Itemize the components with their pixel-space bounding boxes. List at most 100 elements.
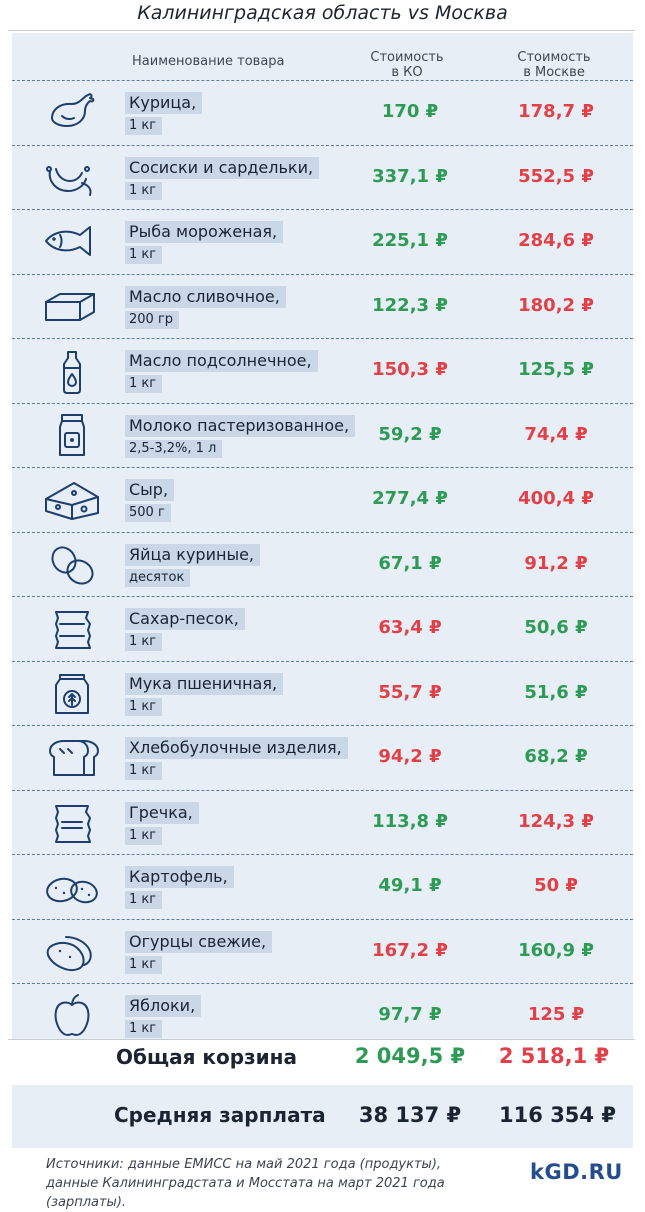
price-ko: 225,1 ₽ [372,230,448,251]
flour-bag-icon [40,669,104,717]
item-name: Хлебобулочные изделия, [125,737,348,759]
salary-panel [12,1085,633,1148]
bread-icon [40,733,104,781]
average-salary-label: Средняя зарплата [114,1103,326,1127]
table-row: Картофель, 1 кг 49,1 ₽ 50 ₽ [0,854,645,919]
brand-logo[interactable]: kGD.RU [530,1160,623,1184]
table-row: Гречка, 1 кг 113,8 ₽ 124,3 ₽ [0,789,645,855]
item-name: Молоко пастеризованное, [125,414,356,437]
sources-line2: данные Калининградстата и Мосстата на ма… [46,1176,445,1210]
item-name: Рыба мороженая, [125,221,284,243]
buckwheat-bag-icon [40,798,104,846]
price-moscow: 68,2 ₽ [524,746,588,767]
column-header-ko: Стоимость в КО [368,50,446,80]
price-moscow: 51,6 ₽ [524,681,588,703]
table-row: Яйца куриные, десяток 67,1 ₽ 91,2 ₽ [0,531,645,597]
price-moscow: 125 ₽ [527,1004,585,1025]
chicken-icon [40,88,104,136]
item-label: Сыр, 500 г [125,479,175,522]
table-row: Масло сливочное, 200 гр 122,3 ₽ 180,2 ₽ [0,273,645,339]
column-header-ko-line2: в КО [391,65,423,80]
price-moscow: 284,6 ₽ [518,230,594,251]
item-label: Молоко пастеризованное, 2,5-3,2%, 1 л [125,414,356,458]
item-unit: 1 кг [125,955,163,974]
title-divider [8,30,635,31]
sugar-bag-icon [40,604,104,652]
price-ko: 59,2 ₽ [378,423,442,445]
price-moscow: 400,4 ₽ [518,488,594,509]
item-name: Картофель, [125,866,234,888]
price-ko: 337,1 ₽ [372,165,448,187]
item-label: Сосиски и сардельки, 1 кг [125,156,320,200]
price-moscow: 125,5 ₽ [518,359,594,380]
item-name: Огурцы свежие, [125,930,273,953]
apple-icon [40,991,104,1039]
item-unit: 2,5-3,2%, 1 л [125,439,223,458]
item-name: Сахар-песок, [125,608,245,630]
item-name: Сосиски и сардельки, [125,156,320,179]
item-unit: 1 кг [125,891,163,909]
price-moscow: 74,4 ₽ [524,423,588,445]
table-row: Масло подсолнечное, 1 кг 150,3 ₽ 125,5 ₽ [0,338,645,403]
item-label: Масло подсолнечное, 1 кг [125,350,318,393]
item-unit: десяток [125,568,191,587]
price-ko: 94,2 ₽ [378,746,442,767]
item-label: Яблоки, 1 кг [125,995,202,1038]
item-name: Сыр, [125,479,175,501]
price-ko: 63,4 ₽ [378,617,442,638]
item-unit: 1 кг [125,697,163,716]
item-unit: 200 гр [125,310,180,329]
column-header-moscow-line1: Стоимость [517,50,591,65]
item-label: Мука пшеничная, 1 кг [125,672,284,716]
cucumber-icon [40,927,104,975]
item-label: Гречка, 1 кг [125,801,199,845]
total-basket-moscow: 2 518,1 ₽ [498,1044,610,1068]
item-unit: 1 кг [125,246,163,264]
table-row: Курица, 1 кг 170 ₽ 178,7 ₽ [0,80,645,145]
sources-line1: Источники: данные ЕМИСС на май 2021 года… [46,1157,442,1172]
table-row: Мука пшеничная, 1 кг 55,7 ₽ 51,6 ₽ [0,660,645,726]
column-header-moscow: Стоимость в Москве [514,50,594,80]
item-name: Гречка, [125,801,199,824]
table-row: Молоко пастеризованное, 2,5-3,2%, 1 л 59… [0,402,645,468]
column-header-ko-line1: Стоимость [370,50,444,65]
price-ko: 113,8 ₽ [372,810,448,832]
average-salary-ko: 38 137 ₽ [358,1103,462,1127]
item-unit: 500 г [125,504,171,522]
item-name: Масло сливочное, [125,285,286,308]
price-ko: 49,1 ₽ [378,875,442,896]
total-basket-ko: 2 049,5 ₽ [354,1044,466,1068]
item-unit: 1 кг [125,1020,163,1038]
potato-icon [40,862,104,910]
item-name: Масло подсолнечное, [125,350,318,372]
price-ko: 67,1 ₽ [378,552,442,574]
item-name: Яйца куриные, [125,543,261,566]
price-moscow: 50,6 ₽ [524,617,588,638]
sausage-icon [40,153,104,201]
sources-note: Источники: данные ЕМИСС на май 2021 года… [46,1155,516,1212]
price-moscow: 91,2 ₽ [524,552,588,574]
column-header-moscow-line2: в Москве [523,65,585,80]
price-moscow: 180,2 ₽ [518,294,594,316]
item-label: Масло сливочное, 200 гр [125,285,286,329]
table-row: Яблоки, 1 кг 97,7 ₽ 125 ₽ [0,983,645,1048]
fish-icon [40,217,104,265]
price-ko: 277,4 ₽ [372,488,448,509]
item-name: Курица, [125,92,203,114]
item-label: Сахар-песок, 1 кг [125,608,245,651]
butter-icon [40,282,104,330]
price-rows: Курица, 1 кг 170 ₽ 178,7 ₽ Сосиски и сар… [0,80,645,1048]
table-row: Огурцы свежие, 1 кг 167,2 ₽ 160,9 ₽ [0,918,645,984]
table-row: Сахар-песок, 1 кг 63,4 ₽ 50,6 ₽ [0,596,645,661]
price-moscow: 552,5 ₽ [518,165,594,187]
table-row: Рыба мороженая, 1 кг 225,1 ₽ 284,6 ₽ [0,209,645,274]
table-row: Хлебобулочные изделия, 1 кг 94,2 ₽ 68,2 … [0,725,645,790]
price-ko: 150,3 ₽ [372,359,448,380]
item-label: Хлебобулочные изделия, 1 кг [125,737,348,780]
price-table-panel [12,33,633,1039]
total-divider [8,1039,635,1040]
item-unit: 1 кг [125,375,163,393]
item-name: Мука пшеничная, [125,672,284,695]
column-header-name: Наименование товара [132,54,285,69]
table-row: Сосиски и сардельки, 1 кг 337,1 ₽ 552,5 … [0,144,645,210]
